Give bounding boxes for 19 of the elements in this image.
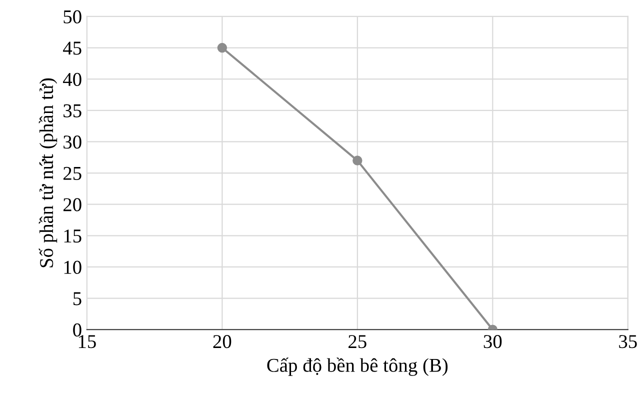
y-tick-label: 30	[64, 136, 82, 149]
y-axis-title: Số phần tử nứt (phần tử)	[38, 78, 58, 268]
y-tick-label: 10	[64, 260, 82, 274]
y-tick-label: 0	[73, 323, 82, 337]
y-tick-label: 45	[63, 42, 82, 55]
y-tick-label: 25	[63, 166, 82, 180]
y-tick-label: 5	[73, 292, 82, 306]
y-tick-label: 15	[64, 230, 82, 243]
x-axis-title: Cấp độ bền bê tông (B)	[267, 358, 448, 376]
point	[217, 42, 228, 53]
y-tick-label: 50	[64, 10, 82, 24]
x-tick-label: 25	[348, 335, 366, 348]
point	[352, 156, 362, 166]
y-tick-label: 35	[64, 104, 82, 118]
x-tick-label: 35	[619, 335, 637, 348]
y-tick-label: 40	[63, 72, 82, 86]
x-tick-label: 20	[213, 335, 232, 348]
x-tick-label: 30	[484, 335, 502, 348]
y-tick-label: 20	[63, 198, 82, 212]
